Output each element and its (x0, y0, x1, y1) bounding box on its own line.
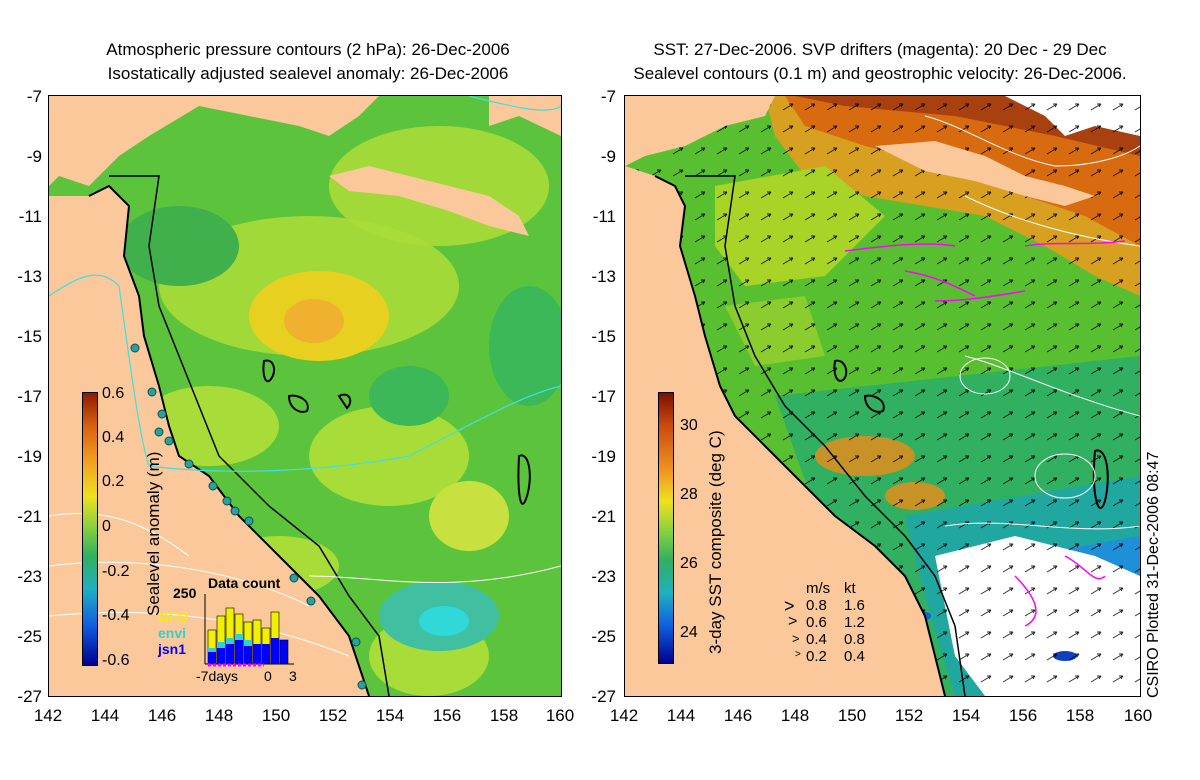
right-lon-tick: 150 (837, 706, 867, 725)
right-lat-tick: -23 (591, 567, 616, 586)
sst-colorbar-label: 3-day SST composite (deg C) (706, 430, 725, 654)
sealevel-anomaly-map (49, 96, 561, 696)
histogram-bars (207, 607, 289, 665)
right-lon-tick: 144 (666, 706, 696, 725)
left-map-panel (48, 95, 562, 697)
velocity-legend-kt: 0.4 (844, 648, 865, 665)
right-map-panel (624, 95, 1141, 697)
velocity-arrow-icon: > (788, 613, 798, 630)
left-lat-tick: -19 (17, 447, 42, 466)
left-lon-tick: 156 (432, 706, 462, 725)
right-lon-tick: 160 (1123, 706, 1153, 725)
left-lat-tick: -11 (18, 207, 42, 226)
right-lat-tick: -9 (600, 147, 616, 166)
velocity-legend-ms: 0.2 (806, 648, 827, 665)
sst-colorbar-tick: 26 (680, 555, 698, 572)
right-lat-tick: -13 (591, 267, 616, 286)
left-lon-tick: 148 (204, 706, 234, 725)
sealevel-colorbar-tick: 0.6 (102, 385, 125, 402)
left-lon-tick: 154 (375, 706, 405, 725)
right-lon-tick: 154 (951, 706, 981, 725)
velocity-legend-ms: 0.6 (806, 614, 827, 631)
left-lon-tick: 142 (33, 706, 63, 725)
source-envi: envi (158, 625, 187, 641)
velocity-legend-kt: 1.2 (844, 614, 865, 631)
sst-colorbar-tick: 28 (680, 486, 698, 503)
left-lat-tick: -23 (17, 567, 42, 586)
sealevel-colorbar (82, 392, 98, 666)
left-lat-tick: -21 (17, 507, 42, 526)
right-lat-tick: -25 (591, 627, 616, 646)
data-count-x-right: 3 (289, 668, 297, 684)
velocity-legend-kt: 1.6 (844, 597, 865, 614)
sealevel-colorbar-tick: 0.2 (102, 473, 125, 490)
data-count-title: Data count (208, 575, 281, 591)
right-lat-tick: -19 (591, 447, 616, 466)
velocity-legend-header-ms: m/s (806, 580, 831, 597)
sst-colorbar-tick: 24 (680, 624, 698, 641)
sealevel-colorbar-tick: 0 (102, 518, 111, 535)
sst-colorbar-tick: 30 (680, 417, 698, 434)
left-lat-tick: -17 (17, 387, 42, 406)
right-lat-tick: -21 (591, 507, 616, 526)
velocity-arrow-icon: > (784, 596, 795, 616)
right-lon-tick: 142 (609, 706, 639, 725)
right-lon-tick: 148 (780, 706, 810, 725)
velocity-legend-header-kt: kt (844, 580, 856, 597)
sealevel-colorbar-tick: 0.4 (102, 429, 125, 446)
right-lon-tick: 156 (1008, 706, 1038, 725)
data-count-x-mid: 0 (264, 668, 272, 684)
velocity-arrow-icon: > (792, 631, 800, 646)
sst-map (625, 96, 1140, 696)
source-jsn1: jsn1 (158, 641, 187, 657)
left-lat-tick: -9 (26, 147, 42, 166)
sealevel-colorbar-tick: -0.4 (102, 607, 130, 624)
velocity-legend-kt: 0.8 (844, 631, 865, 648)
right-lat-tick: -7 (600, 87, 616, 106)
left-lon-tick: 150 (261, 706, 291, 725)
left-lat-tick: -25 (17, 627, 42, 646)
data-count-histogram (204, 594, 294, 667)
right-lon-tick: 146 (723, 706, 753, 725)
left-title-line1: Atmospheric pressure contours (2 hPa): 2… (106, 40, 510, 59)
right-lat-tick: -17 (591, 387, 616, 406)
right-lat-tick: -27 (591, 687, 616, 706)
left-lat-tick: -7 (26, 87, 42, 106)
left-lon-tick: 146 (147, 706, 177, 725)
sst-colorbar (658, 392, 674, 664)
data-count-y-tick: 250 (173, 585, 197, 601)
plot-credit: CSIRO Plotted 31-Dec-2006 08:47 (1145, 451, 1162, 698)
velocity-legend-ms: 0.4 (806, 631, 827, 648)
sealevel-colorbar-label: Sealevel anomaly (m) (144, 451, 163, 616)
left-lat-tick: -13 (17, 267, 42, 286)
left-lat-tick: -15 (17, 327, 42, 346)
right-title-line2: Sealevel contours (0.1 m) and geostrophi… (633, 64, 1127, 83)
left-lon-tick: 144 (90, 706, 120, 725)
left-title-line2: Isostatically adjusted sealevel anomaly:… (107, 64, 509, 83)
source-gfo: GFO (158, 609, 189, 625)
left-lon-tick: 158 (489, 706, 519, 725)
data-count-x-left: -7days (196, 668, 239, 684)
sealevel-colorbar-tick: -0.2 (102, 563, 130, 580)
right-title-line1: SST: 27-Dec-2006. SVP drifters (magenta)… (653, 40, 1107, 59)
velocity-arrow-icon: > (795, 649, 801, 660)
right-lat-tick: -11 (592, 207, 616, 226)
sealevel-colorbar-tick: -0.6 (102, 652, 130, 669)
left-lon-tick: 152 (318, 706, 348, 725)
drifter-tracks (844, 240, 1126, 627)
left-lat-tick: -27 (17, 687, 42, 706)
right-lat-tick: -15 (591, 327, 616, 346)
left-lon-tick: 160 (545, 706, 575, 725)
right-lon-tick: 158 (1065, 706, 1095, 725)
right-lon-tick: 152 (894, 706, 924, 725)
velocity-legend-ms: 0.8 (806, 597, 827, 614)
